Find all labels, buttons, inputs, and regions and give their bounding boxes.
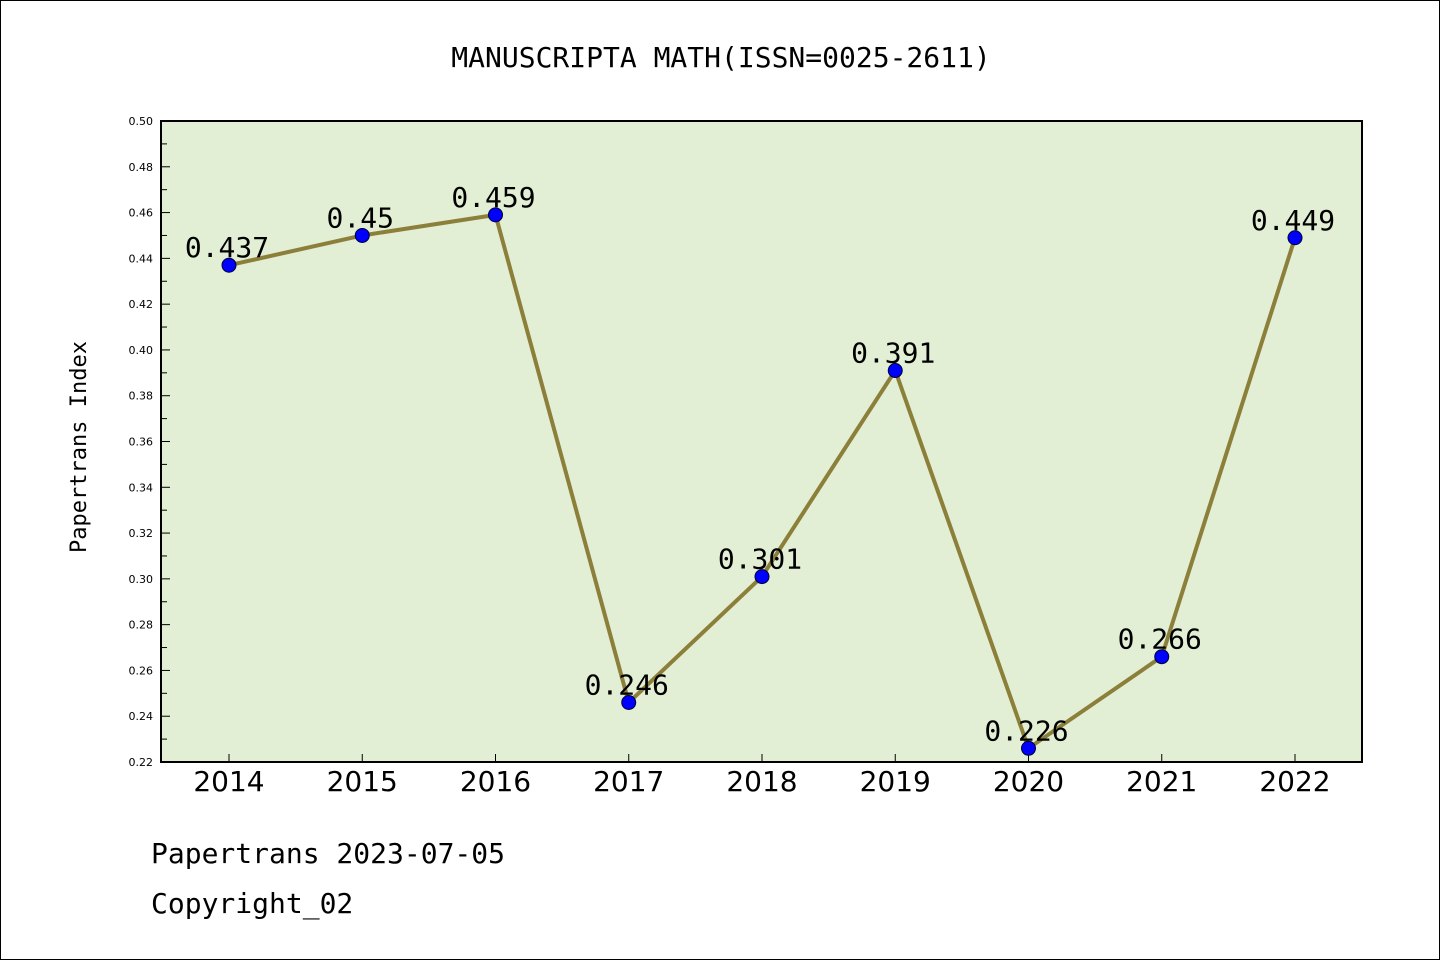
y-tick-label: 0.46	[129, 207, 154, 220]
x-axis-ticks: 2014 2015 2016 2017 2018 2019 2020 2021 2022	[193, 754, 1331, 798]
y-tick-label: 0.34	[129, 481, 154, 494]
data-value-label: 0.437	[185, 231, 269, 264]
y-tick-label: 0.28	[129, 619, 154, 632]
y-tick-label: 0.44	[129, 252, 154, 265]
y-axis-label: Papertrans Index	[67, 341, 92, 553]
data-labels: 0.437 0.45 0.459 0.246 0.301 0.391 0.226 0.266 0…	[185, 181, 1335, 747]
y-tick-label: 0.38	[129, 390, 154, 403]
data-value-label: 0.226	[984, 714, 1068, 747]
y-tick-label: 0.50	[129, 115, 154, 128]
data-point-marker	[221, 257, 237, 273]
data-point-marker	[754, 569, 770, 585]
x-tick-label: 2017	[593, 765, 664, 798]
x-tick-label: 2018	[726, 765, 797, 798]
data-point-marker	[354, 227, 370, 243]
y-tick-label: 0.26	[129, 664, 154, 677]
x-tick-label: 2021	[1126, 765, 1197, 798]
y-tick-label: 0.22	[129, 756, 154, 769]
data-point-marker	[1154, 649, 1170, 665]
y-tick-label: 0.24	[129, 710, 154, 723]
data-point-marker	[1021, 740, 1036, 756]
y-tick-label: 0.32	[129, 527, 154, 540]
data-value-label: 0.459	[451, 181, 535, 214]
footer-copyright-line: Copyright_02	[151, 887, 354, 920]
x-tick-label: 2016	[460, 765, 531, 798]
y-tick-label: 0.48	[129, 161, 154, 174]
x-tick-label: 2020	[993, 765, 1064, 798]
x-tick-label: 2014	[193, 765, 264, 798]
data-value-label: 0.246	[585, 668, 669, 701]
x-tick-label: 2015	[327, 765, 398, 798]
x-tick-label: 2019	[860, 765, 931, 798]
chart-title: MANUSCRIPTA MATH(ISSN=0025-2611)	[451, 41, 990, 74]
data-value-label: 0.301	[718, 543, 802, 576]
data-point-marker	[488, 207, 503, 223]
y-tick-label: 0.42	[129, 298, 154, 311]
data-point-marker	[621, 694, 637, 710]
y-tick-label: 0.40	[129, 344, 154, 357]
data-value-label: 0.449	[1251, 204, 1335, 237]
data-value-label: 0.266	[1118, 623, 1202, 656]
y-axis-ticks: 0.22 0.24 0.26 0.28 0.30 0.32 0.34 0.36 0.38 0.40…	[129, 115, 170, 769]
x-tick-label: 2022	[1259, 765, 1330, 798]
data-value-label: 0.391	[851, 337, 935, 370]
data-markers	[221, 207, 1303, 756]
y-tick-label: 0.30	[129, 573, 154, 586]
footer-date-line: Papertrans 2023-07-05	[151, 837, 506, 870]
data-point-marker	[1287, 230, 1303, 246]
data-point-marker	[887, 363, 903, 379]
y-tick-label: 0.36	[129, 436, 154, 449]
data-value-label: 0.45	[327, 201, 394, 234]
